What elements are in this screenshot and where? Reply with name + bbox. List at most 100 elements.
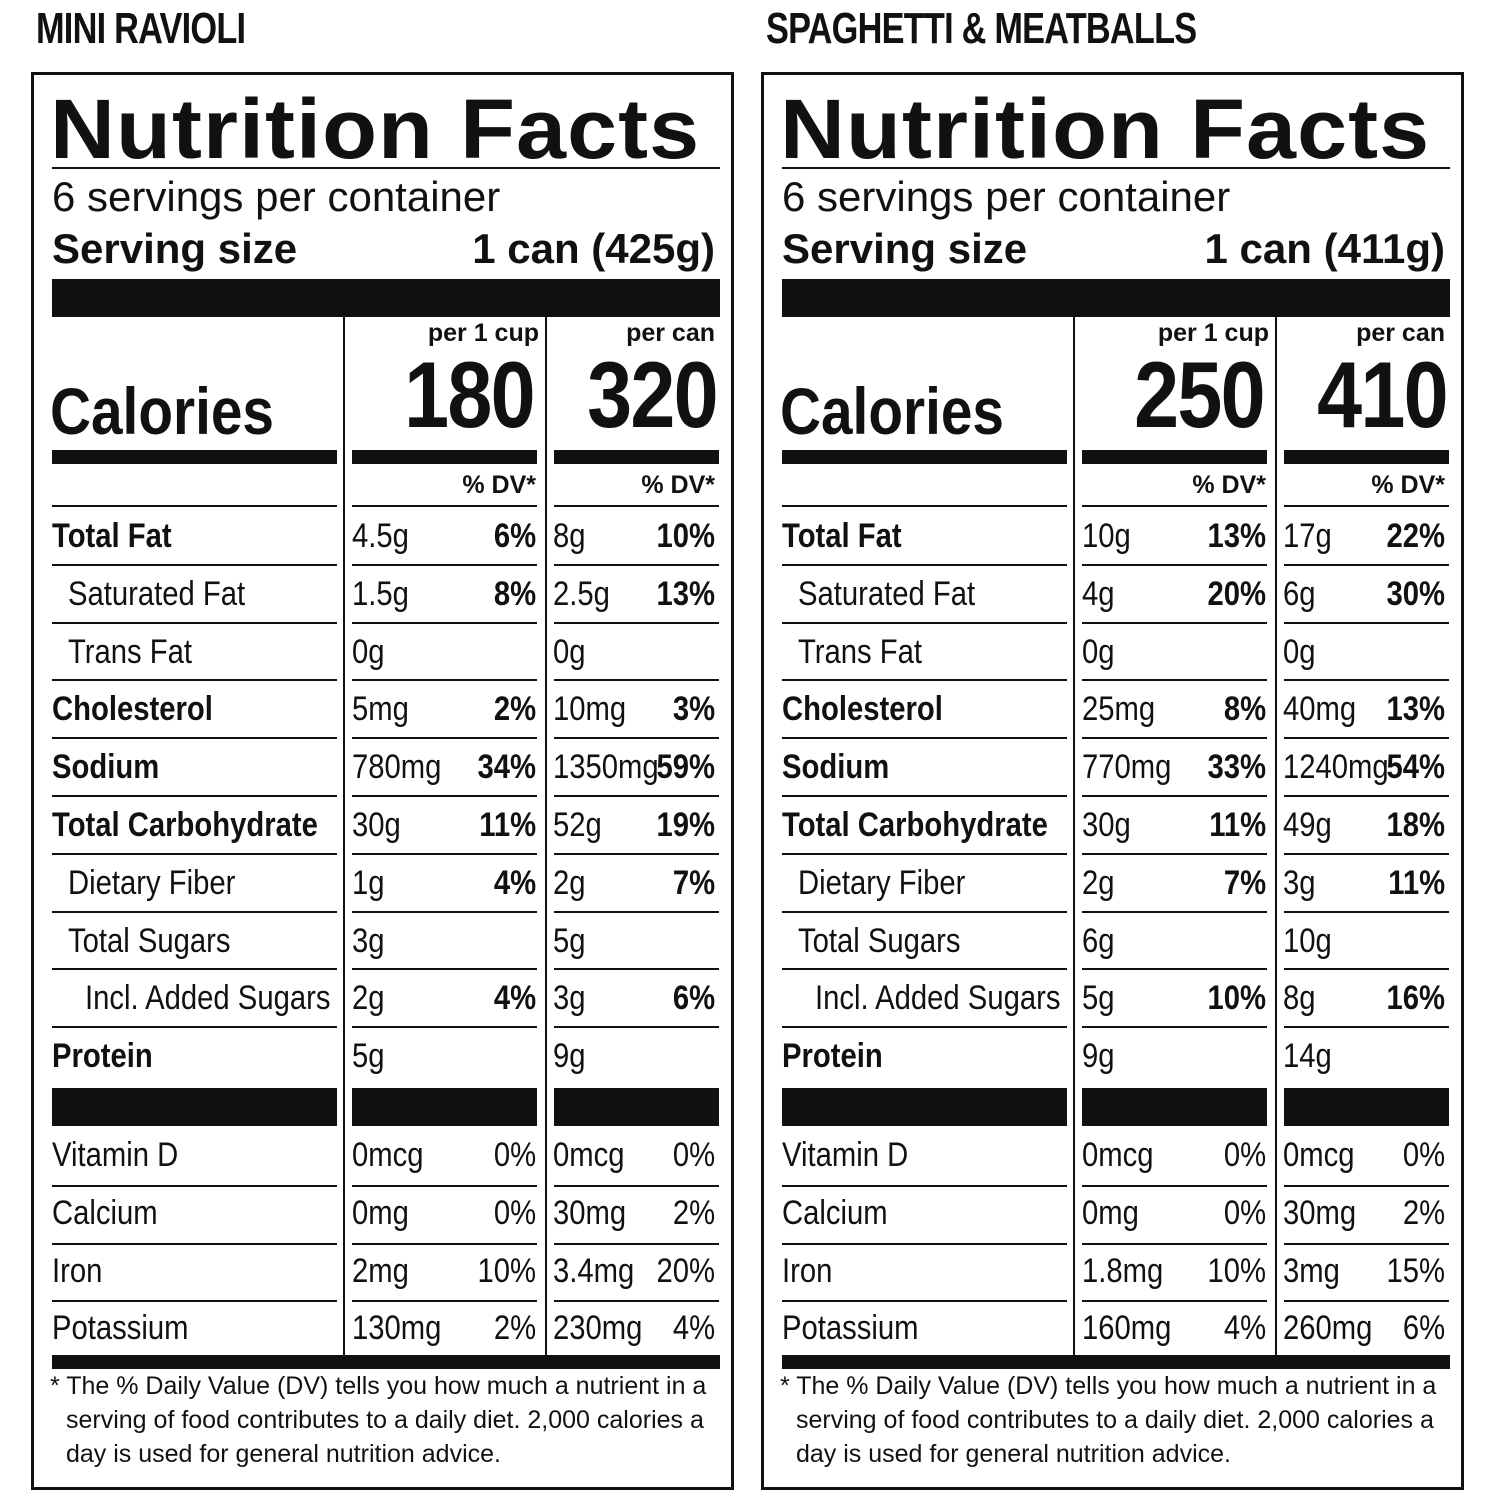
- nutrient-amount-per-cup: 3g: [352, 921, 385, 960]
- vitamin-dv-per-cup: 10%: [1207, 1251, 1266, 1290]
- nutrient-amount-per-can: 17g: [1283, 517, 1332, 555]
- vitamin-dv-per-cup: 0%: [493, 1136, 536, 1174]
- vitamin-dv-per-can: 6%: [1402, 1309, 1445, 1348]
- nutrient-dv-per-cup: 10%: [1207, 979, 1266, 1018]
- vitamin-dv-per-cup: 0%: [1223, 1136, 1266, 1174]
- row-divider: [554, 737, 719, 739]
- product-title: MINI RAVIOLI: [36, 4, 246, 53]
- row-divider: [554, 1185, 719, 1187]
- row-divider: [52, 1026, 337, 1028]
- nutrient-dv-per-cup: 13%: [1207, 517, 1266, 555]
- nutrient-label: Total Sugars: [798, 921, 961, 960]
- nutrient-dv-per-cup: 11%: [479, 806, 536, 844]
- row-divider: [1284, 968, 1449, 970]
- vitamin-dv-per-cup: 10%: [477, 1251, 536, 1290]
- column-divider: [343, 317, 345, 1357]
- vitamin-amount-per-cup: 2mg: [352, 1251, 409, 1290]
- nutrient-label: Dietary Fiber: [798, 863, 966, 902]
- nutrient-label: Total Fat: [782, 517, 902, 555]
- nutrition-facts-heading: Nutrition Facts: [780, 82, 1431, 176]
- vitamin-amount-per-cup: 0mg: [1082, 1193, 1139, 1232]
- vitamin-dv-per-can: 0%: [672, 1136, 715, 1174]
- nutrient-amount-per-cup: 5mg: [352, 690, 409, 729]
- calories-underline: [782, 450, 1067, 464]
- divider-heavy: [782, 279, 1450, 317]
- nutrient-amount-per-cup: 780mg: [352, 748, 442, 787]
- nutrient-label: Incl. Added Sugars: [85, 979, 331, 1018]
- row-divider: [554, 911, 719, 913]
- calories-underline: [352, 450, 537, 464]
- row-divider: [52, 1243, 337, 1245]
- footnote-line: day is used for general nutrition advice…: [66, 1440, 501, 1468]
- row-divider: [352, 564, 537, 566]
- nutrient-dv-per-cup: 34%: [477, 748, 536, 787]
- row-divider: [352, 1026, 537, 1028]
- nutrient-amount-per-can: 8g: [553, 517, 586, 555]
- row-divider: [1284, 1243, 1449, 1245]
- nutrient-dv-per-cup: 7%: [1223, 863, 1266, 902]
- row-divider: [1284, 1026, 1449, 1028]
- row-divider: [1284, 505, 1449, 507]
- nutrition-facts-panel: Nutrition Facts 6 servings per container S…: [31, 72, 734, 1490]
- vitamin-dv-per-cup: 2%: [493, 1309, 536, 1348]
- nutrient-label: Total Carbohydrate: [52, 806, 318, 844]
- nutrient-amount-per-cup: 30g: [1082, 806, 1131, 844]
- nutrient-dv-per-can: 11%: [1388, 863, 1445, 902]
- row-divider: [52, 968, 337, 970]
- row-divider: [352, 1300, 537, 1302]
- nutrient-amount-per-can: 52g: [553, 806, 602, 844]
- row-divider: [1082, 737, 1267, 739]
- dv-header-per-cup: % DV*: [462, 471, 536, 499]
- nutrient-amount-per-can: 3g: [1283, 863, 1316, 902]
- row-divider: [1082, 911, 1267, 913]
- nutrient-amount-per-can: 6g: [1283, 574, 1316, 613]
- nutrient-label: Trans Fat: [798, 632, 923, 671]
- vitamin-dv-per-cup: 0%: [493, 1193, 536, 1232]
- row-divider: [554, 853, 719, 855]
- column-header-per-can: per can: [1356, 319, 1445, 347]
- footnote-line: day is used for general nutrition advice…: [796, 1440, 1231, 1468]
- vitamin-dv-per-can: 0%: [1402, 1136, 1445, 1174]
- nutrient-dv-per-cup: 33%: [1207, 748, 1266, 787]
- row-divider: [1082, 1185, 1267, 1187]
- vitamin-dv-per-can: 4%: [672, 1309, 715, 1348]
- divider-heavy: [52, 279, 720, 317]
- column-header-per-cup: per 1 cup: [427, 319, 539, 347]
- nutrient-amount-per-can: 2g: [553, 863, 586, 902]
- vitamin-dv-per-can: 15%: [1386, 1251, 1445, 1290]
- nutrient-label: Incl. Added Sugars: [815, 979, 1061, 1018]
- column-header-per-can: per can: [626, 319, 715, 347]
- divider-thin: [782, 167, 1450, 169]
- row-divider: [554, 1243, 719, 1245]
- nutrient-dv-per-can: 7%: [672, 863, 715, 902]
- calories-underline: [1284, 450, 1449, 464]
- vitamin-separator: [1284, 1088, 1449, 1126]
- nutrient-dv-per-can: 30%: [1386, 574, 1445, 613]
- row-divider: [1284, 853, 1449, 855]
- row-divider: [52, 1300, 337, 1302]
- column-divider: [545, 317, 547, 1357]
- row-divider: [52, 911, 337, 913]
- nutrient-amount-per-cup: 770mg: [1082, 748, 1172, 787]
- vitamin-separator: [782, 1088, 1067, 1126]
- nutrient-label: Dietary Fiber: [68, 863, 236, 902]
- calories-underline: [52, 450, 337, 464]
- vitamin-amount-per-cup: 160mg: [1082, 1309, 1172, 1348]
- nutrient-dv-per-can: 10%: [656, 517, 715, 555]
- row-divider: [554, 505, 719, 507]
- row-divider: [554, 1300, 719, 1302]
- nutrient-amount-per-can: 1240mg: [1283, 748, 1389, 787]
- row-divider: [1082, 795, 1267, 797]
- nutrient-dv-per-can: 13%: [1386, 690, 1445, 729]
- nutrition-facts-panel: Nutrition Facts 6 servings per container S…: [761, 72, 1464, 1490]
- nutrient-amount-per-can: 40mg: [1283, 690, 1357, 729]
- row-divider: [352, 968, 537, 970]
- row-divider: [1284, 1185, 1449, 1187]
- footnote-line: serving of food contributes to a daily d…: [796, 1406, 1434, 1434]
- nutrient-amount-per-cup: 4g: [1082, 574, 1115, 613]
- calories-underline: [554, 450, 719, 464]
- row-divider: [1284, 564, 1449, 566]
- nutrient-label: Total Sugars: [68, 921, 231, 960]
- column-divider: [1275, 317, 1277, 1357]
- servings-per-container: 6 servings per container: [52, 173, 501, 220]
